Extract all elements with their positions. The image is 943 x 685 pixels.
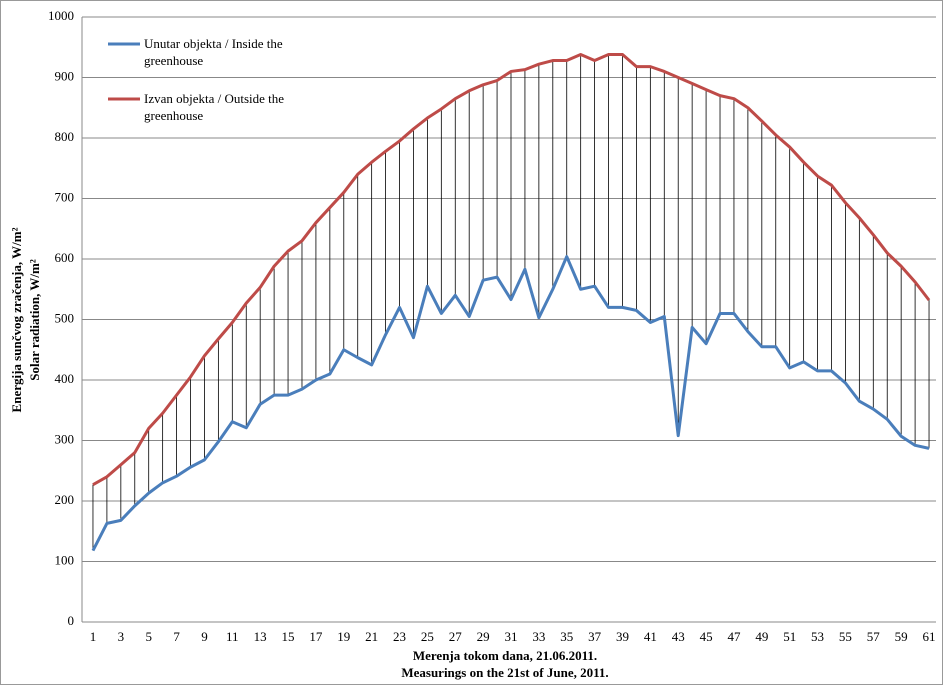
y-tick-label: 400	[55, 371, 75, 386]
x-tick-label: 23	[393, 629, 406, 644]
legend-label: Unutar objekta / Inside the greenhouse	[144, 36, 283, 68]
x-tick-label: 5	[145, 629, 152, 644]
x-tick-label: 35	[560, 629, 573, 644]
x-tick-label: 13	[254, 629, 267, 644]
x-tick-label: 29	[477, 629, 490, 644]
y-tick-label: 500	[55, 310, 75, 325]
y-axis-label: Solar radiation, W/m²	[27, 259, 42, 381]
y-tick-label: 200	[55, 492, 75, 507]
x-tick-label: 3	[118, 629, 125, 644]
x-tick-label: 7	[173, 629, 180, 644]
x-tick-label: 21	[365, 629, 378, 644]
x-tick-label: 25	[421, 629, 434, 644]
x-tick-label: 37	[588, 629, 602, 644]
y-tick-label: 600	[55, 250, 75, 265]
x-axis-label: Measurings on the 21st of June, 2011.	[401, 665, 608, 680]
series-line	[91, 255, 930, 552]
x-tick-label: 51	[783, 629, 796, 644]
x-tick-label: 15	[282, 629, 295, 644]
x-tick-label: 33	[532, 629, 545, 644]
series-line	[92, 53, 931, 486]
y-axis-label: Energija sunčvog zračenja, W/m²	[9, 227, 24, 412]
x-tick-label: 31	[505, 629, 518, 644]
y-tick-label: 100	[55, 552, 75, 567]
y-tick-label: 1000	[48, 8, 74, 23]
x-tick-label: 47	[727, 629, 741, 644]
x-tick-label: 55	[839, 629, 852, 644]
y-tick-label: 700	[55, 189, 75, 204]
legend-label: Izvan objekta / Outside the greenhouse	[144, 91, 285, 123]
x-tick-label: 61	[923, 629, 936, 644]
x-tick-label: 41	[644, 629, 657, 644]
y-tick-label: 900	[55, 68, 75, 83]
x-axis-label: Merenja tokom dana, 21.06.2011.	[413, 648, 597, 663]
x-tick-label: 19	[337, 629, 350, 644]
x-tick-label: 43	[672, 629, 685, 644]
y-tick-label: 800	[55, 129, 75, 144]
x-tick-label: 9	[201, 629, 208, 644]
y-tick-label: 300	[55, 431, 75, 446]
x-tick-label: 49	[755, 629, 768, 644]
x-tick-label: 27	[449, 629, 463, 644]
x-tick-label: 17	[309, 629, 323, 644]
x-tick-label: 1	[90, 629, 97, 644]
y-tick-label: 0	[68, 613, 75, 628]
x-tick-label: 11	[226, 629, 239, 644]
x-tick-label: 45	[700, 629, 713, 644]
x-tick-label: 39	[616, 629, 629, 644]
x-tick-label: 59	[895, 629, 908, 644]
x-tick-label: 53	[811, 629, 824, 644]
x-tick-label: 57	[867, 629, 881, 644]
